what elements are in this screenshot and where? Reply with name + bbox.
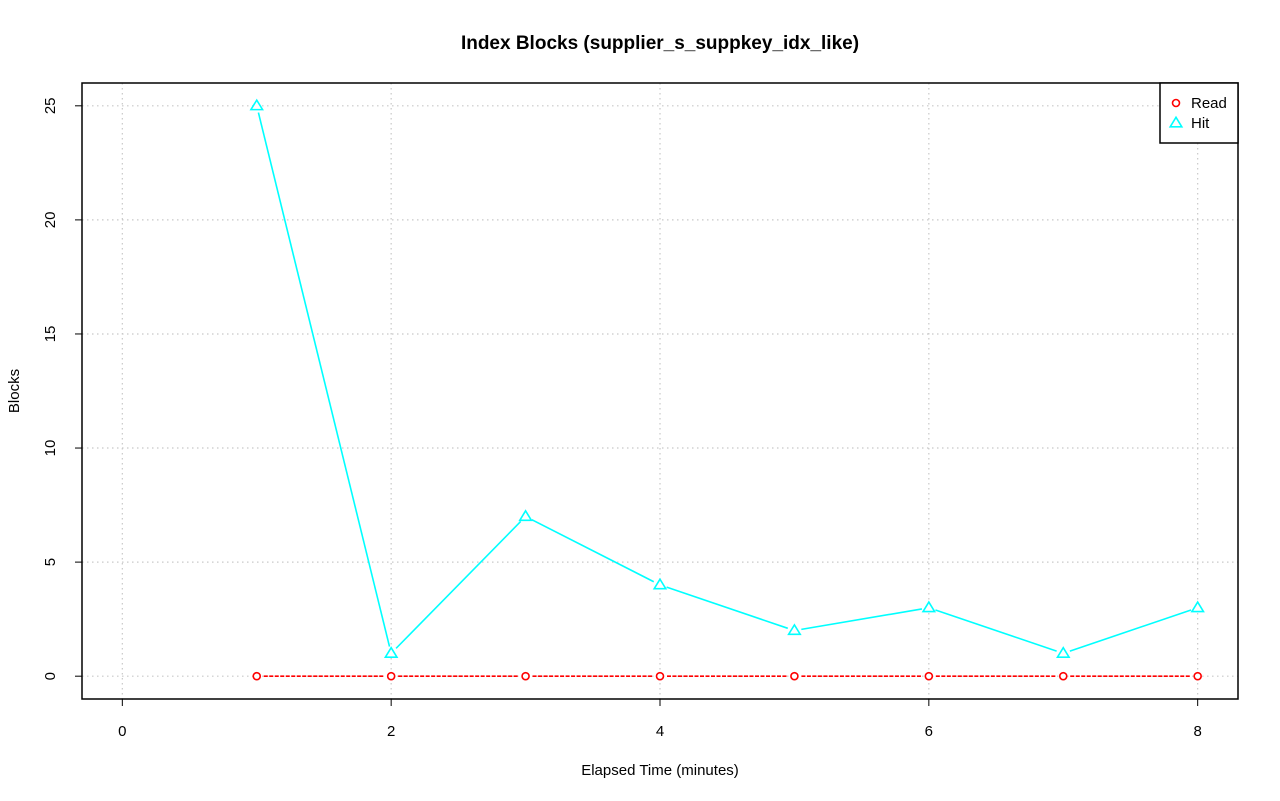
- series-hit-point: [1190, 600, 1205, 613]
- series-hit-segment: [531, 518, 655, 583]
- legend-read-marker: [1171, 98, 1181, 108]
- series-hit-segment: [395, 520, 522, 649]
- legend-hit-marker: [1168, 115, 1184, 128]
- y-tick-label: 15: [42, 326, 59, 343]
- series-hit: [249, 98, 1205, 658]
- x-tick-label: 4: [656, 723, 664, 740]
- series-read-point: [1058, 671, 1068, 681]
- series-read-point: [252, 671, 262, 681]
- series-read-point: [924, 671, 934, 681]
- series-hit-segment: [935, 609, 1057, 652]
- x-tick-label: 8: [1194, 723, 1202, 740]
- y-axis: 0 5 10 15 20 25: [42, 97, 82, 680]
- gridlines: [82, 83, 1238, 699]
- x-tick-label: 6: [925, 723, 933, 740]
- x-axis-label: Elapsed Time (minutes): [581, 762, 739, 779]
- series-hit-point: [787, 623, 802, 636]
- series-read: [252, 671, 1202, 681]
- y-tick-label: 5: [42, 558, 59, 566]
- series-read-point: [1193, 671, 1202, 681]
- x-tick-label: 0: [118, 723, 126, 740]
- series-read-point: [790, 671, 799, 681]
- series-hit-segment: [257, 112, 391, 647]
- y-tick-label: 0: [42, 672, 59, 680]
- legend-hit-label: Hit: [1191, 115, 1210, 132]
- series-hit-point: [1056, 646, 1071, 658]
- legend: Read Hit: [1159, 82, 1239, 144]
- series-hit-segment: [666, 586, 789, 630]
- y-tick-label: 10: [42, 440, 59, 457]
- x-tick-label: 2: [387, 723, 395, 740]
- series-read-point: [521, 671, 530, 681]
- series-hit-point: [249, 98, 264, 111]
- x-axis: 0 2 4 6 8: [118, 698, 1202, 740]
- series-hit-segment: [801, 608, 923, 631]
- legend-box: [1159, 82, 1239, 144]
- series-hit-point: [921, 600, 937, 613]
- series-read-point: [655, 671, 665, 681]
- y-tick-label: 20: [42, 212, 59, 229]
- series-hit-point: [652, 577, 668, 590]
- y-tick-label: 25: [42, 97, 59, 114]
- legend-read-label: Read: [1191, 95, 1227, 112]
- plot-series: [249, 98, 1205, 681]
- plot-frame: [81, 82, 1239, 700]
- chart-title: Index Blocks (supplier_s_suppkey_idx_lik…: [461, 33, 859, 54]
- series-hit-point: [383, 646, 399, 658]
- series-read-point: [386, 671, 396, 681]
- y-axis-label: Blocks: [6, 369, 23, 413]
- series-hit-point: [518, 509, 533, 522]
- series-hit-segment: [1069, 609, 1192, 652]
